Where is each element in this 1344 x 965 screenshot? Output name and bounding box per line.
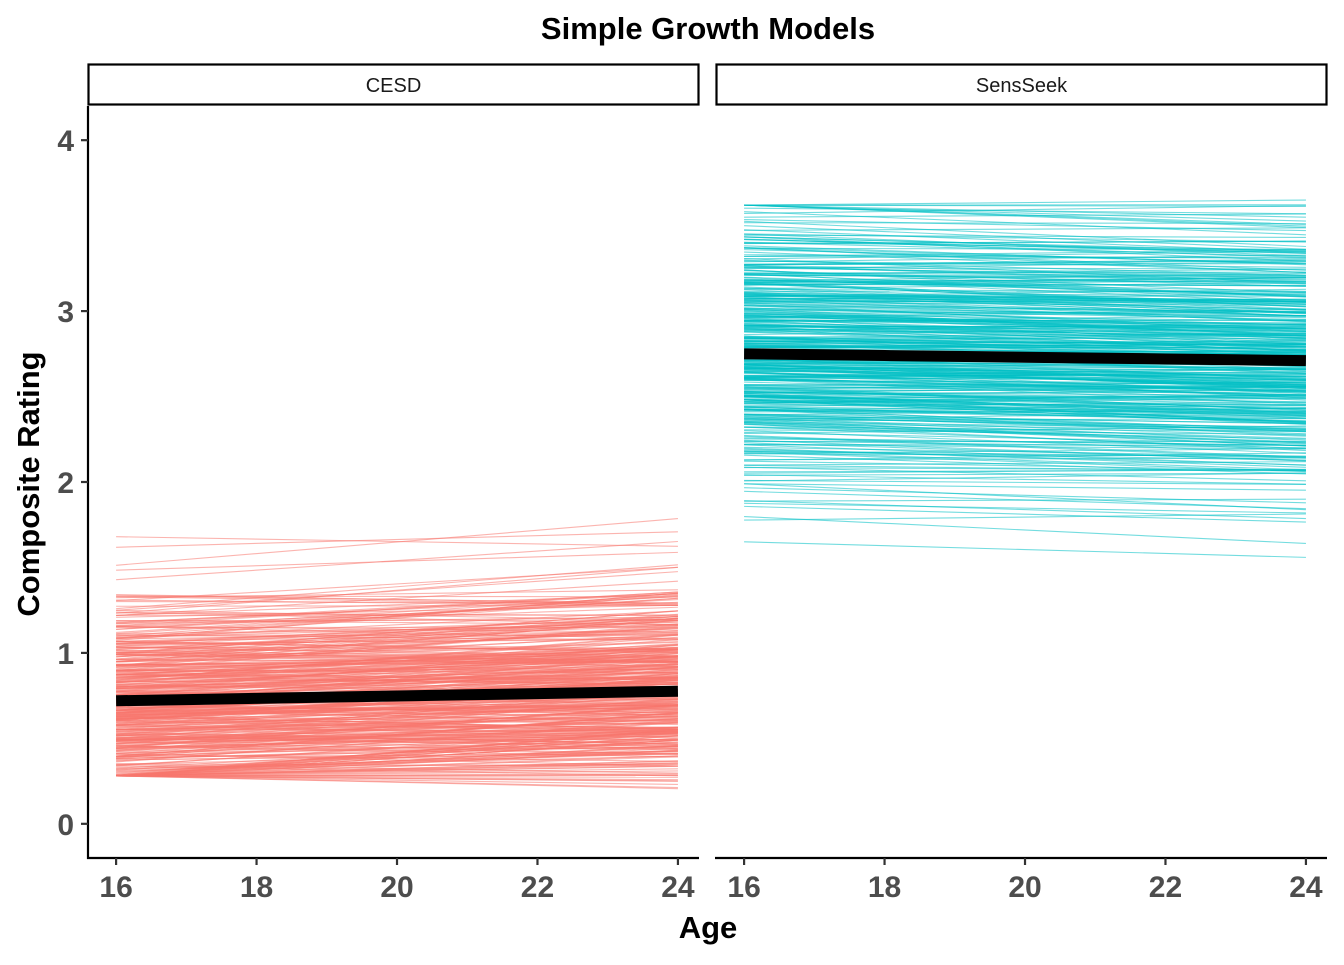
x-tick-label: 22 xyxy=(521,871,554,904)
y-tick-label: 0 xyxy=(57,809,74,842)
individual-lines-cesd xyxy=(116,519,678,789)
panel-cesd: CESD xyxy=(89,65,699,789)
individual-line xyxy=(116,552,678,570)
chart-title: Simple Growth Models xyxy=(541,11,875,46)
x-tick-label: 24 xyxy=(1289,871,1323,904)
x-tick-label: 16 xyxy=(727,871,760,904)
x-tick-label: 16 xyxy=(99,871,132,904)
x-tick-label: 22 xyxy=(1149,871,1182,904)
x-tick-label: 18 xyxy=(868,871,901,904)
y-tick-label: 4 xyxy=(57,125,74,158)
individual-line xyxy=(116,620,678,621)
individual-line xyxy=(744,484,1306,490)
axes: 0 1 2 3 4 16 18 20 22 24 16 18 20 22 24 xyxy=(57,106,1327,904)
x-axis-title: Age xyxy=(679,910,738,945)
x-tick-label: 24 xyxy=(661,871,695,904)
individual-line xyxy=(744,503,1306,513)
x-tick-label: 20 xyxy=(1008,871,1041,904)
strip-label-sensseek: SensSeek xyxy=(976,75,1068,97)
individual-line xyxy=(744,484,1306,510)
fixed-effect-line xyxy=(744,354,1306,361)
y-axis-title: Composite Rating xyxy=(11,351,46,616)
individual-line xyxy=(116,567,678,600)
y-tick-label: 1 xyxy=(57,638,74,671)
y-tick-label: 2 xyxy=(57,467,74,500)
individual-lines-sensseek xyxy=(744,200,1306,557)
individual-line xyxy=(744,542,1306,558)
strip-label-cesd: CESD xyxy=(366,75,422,97)
x-tick-label: 18 xyxy=(240,871,273,904)
x-tick-label: 20 xyxy=(380,871,413,904)
panel-sensseek: SensSeek xyxy=(717,65,1327,558)
individual-line xyxy=(744,501,1306,519)
fixed-effect-sensseek xyxy=(744,354,1306,361)
y-tick-label: 3 xyxy=(57,296,74,329)
individual-line xyxy=(744,517,1306,544)
